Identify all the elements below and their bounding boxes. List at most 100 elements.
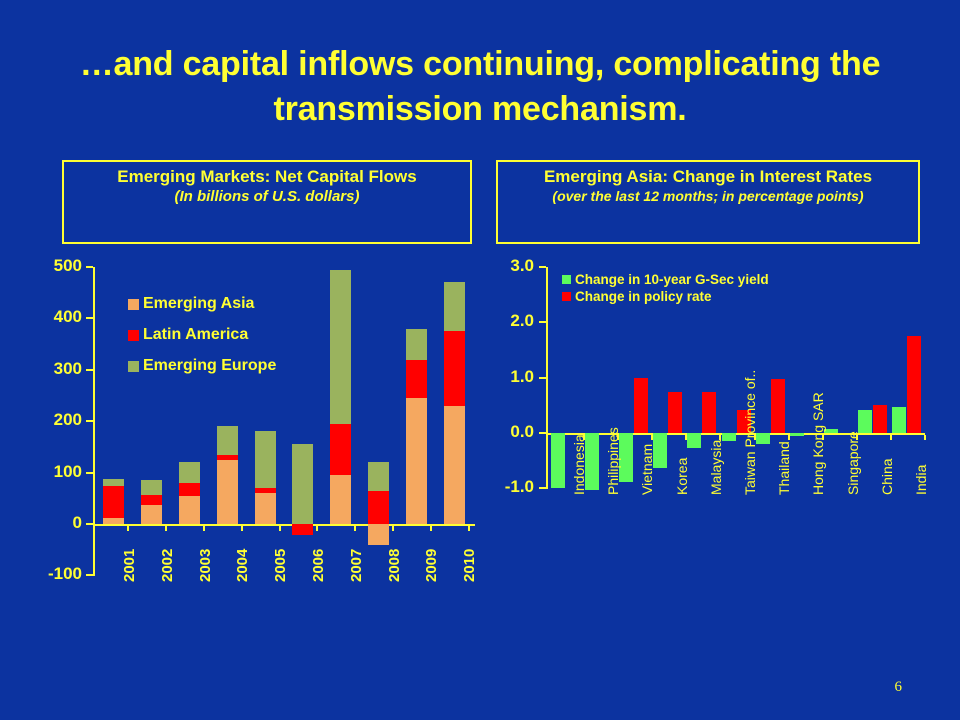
bar-segment [736,409,751,433]
x-axis-tick [582,435,585,440]
bar-segment [618,433,633,482]
x-axis-tick-label: 2003 [196,548,214,582]
x-axis-tick [392,526,394,531]
x-axis-tick-label: Thailand [776,441,793,495]
x-axis-tick [753,435,756,440]
x-axis-tick-label: 2009 [423,548,441,582]
bar-segment [907,336,922,433]
right-chart-zero-line [546,433,925,435]
y-axis-tick-label: 2.0 [510,311,534,331]
bar-segment [653,433,668,468]
y-axis-tick-label: 400 [53,307,82,327]
bar-segment [141,495,163,506]
y-axis-tick [86,471,93,474]
bar-segment [179,495,200,524]
y-axis-tick-label: 100 [53,461,82,481]
y-axis-tick-label: -100 [47,564,82,584]
y-axis-tick [539,321,546,324]
x-axis-tick [240,526,243,531]
right-chart-title-box: Emerging Asia: Change in Interest Rates … [496,160,920,244]
bar-segment [103,479,125,486]
x-axis-tick [354,526,357,531]
legend-swatch-icon [128,360,139,372]
x-axis-tick-label: 2007 [347,548,365,582]
x-axis-tick-label: 2004 [234,548,252,582]
bar-segment [892,406,907,433]
y-axis-tick-label: 0.0 [510,422,534,441]
bar-segment [141,479,163,496]
bar-segment [755,433,770,445]
x-axis-tick-label: 2002 [158,548,176,582]
bar-segment [254,431,276,488]
legend-swatch-icon [562,275,571,284]
right-chart-subtitle: (over the last 12 months; in percentage … [552,188,864,205]
legend-swatch-icon [562,292,571,302]
bar-segment [179,482,200,496]
bar-segment [824,429,839,433]
x-axis-tick-label: India [912,464,929,495]
x-axis-tick [856,435,859,440]
x-axis-tick-label: Singapore [844,431,861,495]
x-axis-tick-label: Indonesia [571,434,588,495]
legend-label: Change in 10-year G-Sec yield [575,272,769,287]
x-axis-tick-label: 2005 [272,548,290,582]
y-axis-tick [86,317,93,320]
x-axis-tick-label: Philippines [605,427,622,495]
legend-swatch-icon [128,329,139,341]
x-axis-tick [650,435,653,440]
y-axis-tick-label: 200 [53,410,82,430]
bar-segment [858,409,873,433]
left-chart-title-box: Emerging Markets: Net Capital Flows (In … [62,160,472,244]
x-axis-tick [127,526,130,531]
y-axis-tick [86,368,93,371]
bar-segment [702,391,717,433]
left-chart-legend: Emerging Asia Latin America Emerging Europ… [128,295,276,388]
x-axis-tick [316,526,319,531]
x-axis-tick-label: 2010 [461,548,479,582]
left-chart-title: Emerging Markets: Net Capital Flows [117,167,417,186]
bar-segment [550,433,565,489]
left-chart-zero-line [93,524,475,526]
y-axis-tick-label: 300 [53,358,82,378]
y-axis-tick-label: -1.0 [504,477,534,497]
legend-item: Change in 10-year G-Sec yield [562,272,769,287]
x-axis-tick [821,435,824,440]
y-axis-tick [539,432,546,434]
left-chart-subtitle: (In billions of U.S. dollars) [174,188,360,206]
bar-segment [254,488,276,494]
y-axis-tick [539,487,546,490]
x-axis-tick-label: Malaysia [707,439,724,495]
bar-segment [141,505,163,524]
x-axis-tick [278,526,281,531]
bar-segment [668,391,683,433]
x-axis-tick [924,435,927,440]
change-in-interest-rates-chart: -1.0 0.0 1.0 2.0 3.0 Indonesia Philippines Vie… [480,250,960,670]
x-axis-tick-label: 2006 [309,548,327,582]
legend-item: Emerging Asia [128,295,276,313]
x-axis-tick [685,435,688,440]
bar-segment [633,377,648,433]
x-axis-tick-label: Korea [673,457,690,495]
bar-segment [179,462,200,483]
legend-item: Latin America [128,326,276,344]
y-axis-tick-label: 3.0 [510,256,534,275]
bar-segment [789,433,804,436]
bar-segment [405,359,427,399]
legend-item: Change in policy rate [562,289,769,304]
bar-segment [292,444,314,524]
x-axis-tick-label: China [878,458,895,495]
x-axis-tick-label: 2008 [385,548,403,582]
legend-item: Emerging Europe [128,357,276,375]
y-axis-tick [86,266,93,268]
y-axis-tick [539,376,546,379]
legend-label: Emerging Asia [143,295,255,312]
bar-segment [330,475,352,524]
y-axis-tick [539,266,546,268]
x-axis-tick-label: Taiwan Province of.. [742,369,758,495]
bar-segment [443,282,465,332]
bar-segment [216,426,238,455]
y-axis-tick-label: 0 [72,513,82,532]
net-capital-flows-chart: -100 0 100 200 300 400 500 2001 2002 2003 2004 200… [0,250,480,650]
bar-segment [330,423,352,476]
bar-segment [405,398,427,524]
